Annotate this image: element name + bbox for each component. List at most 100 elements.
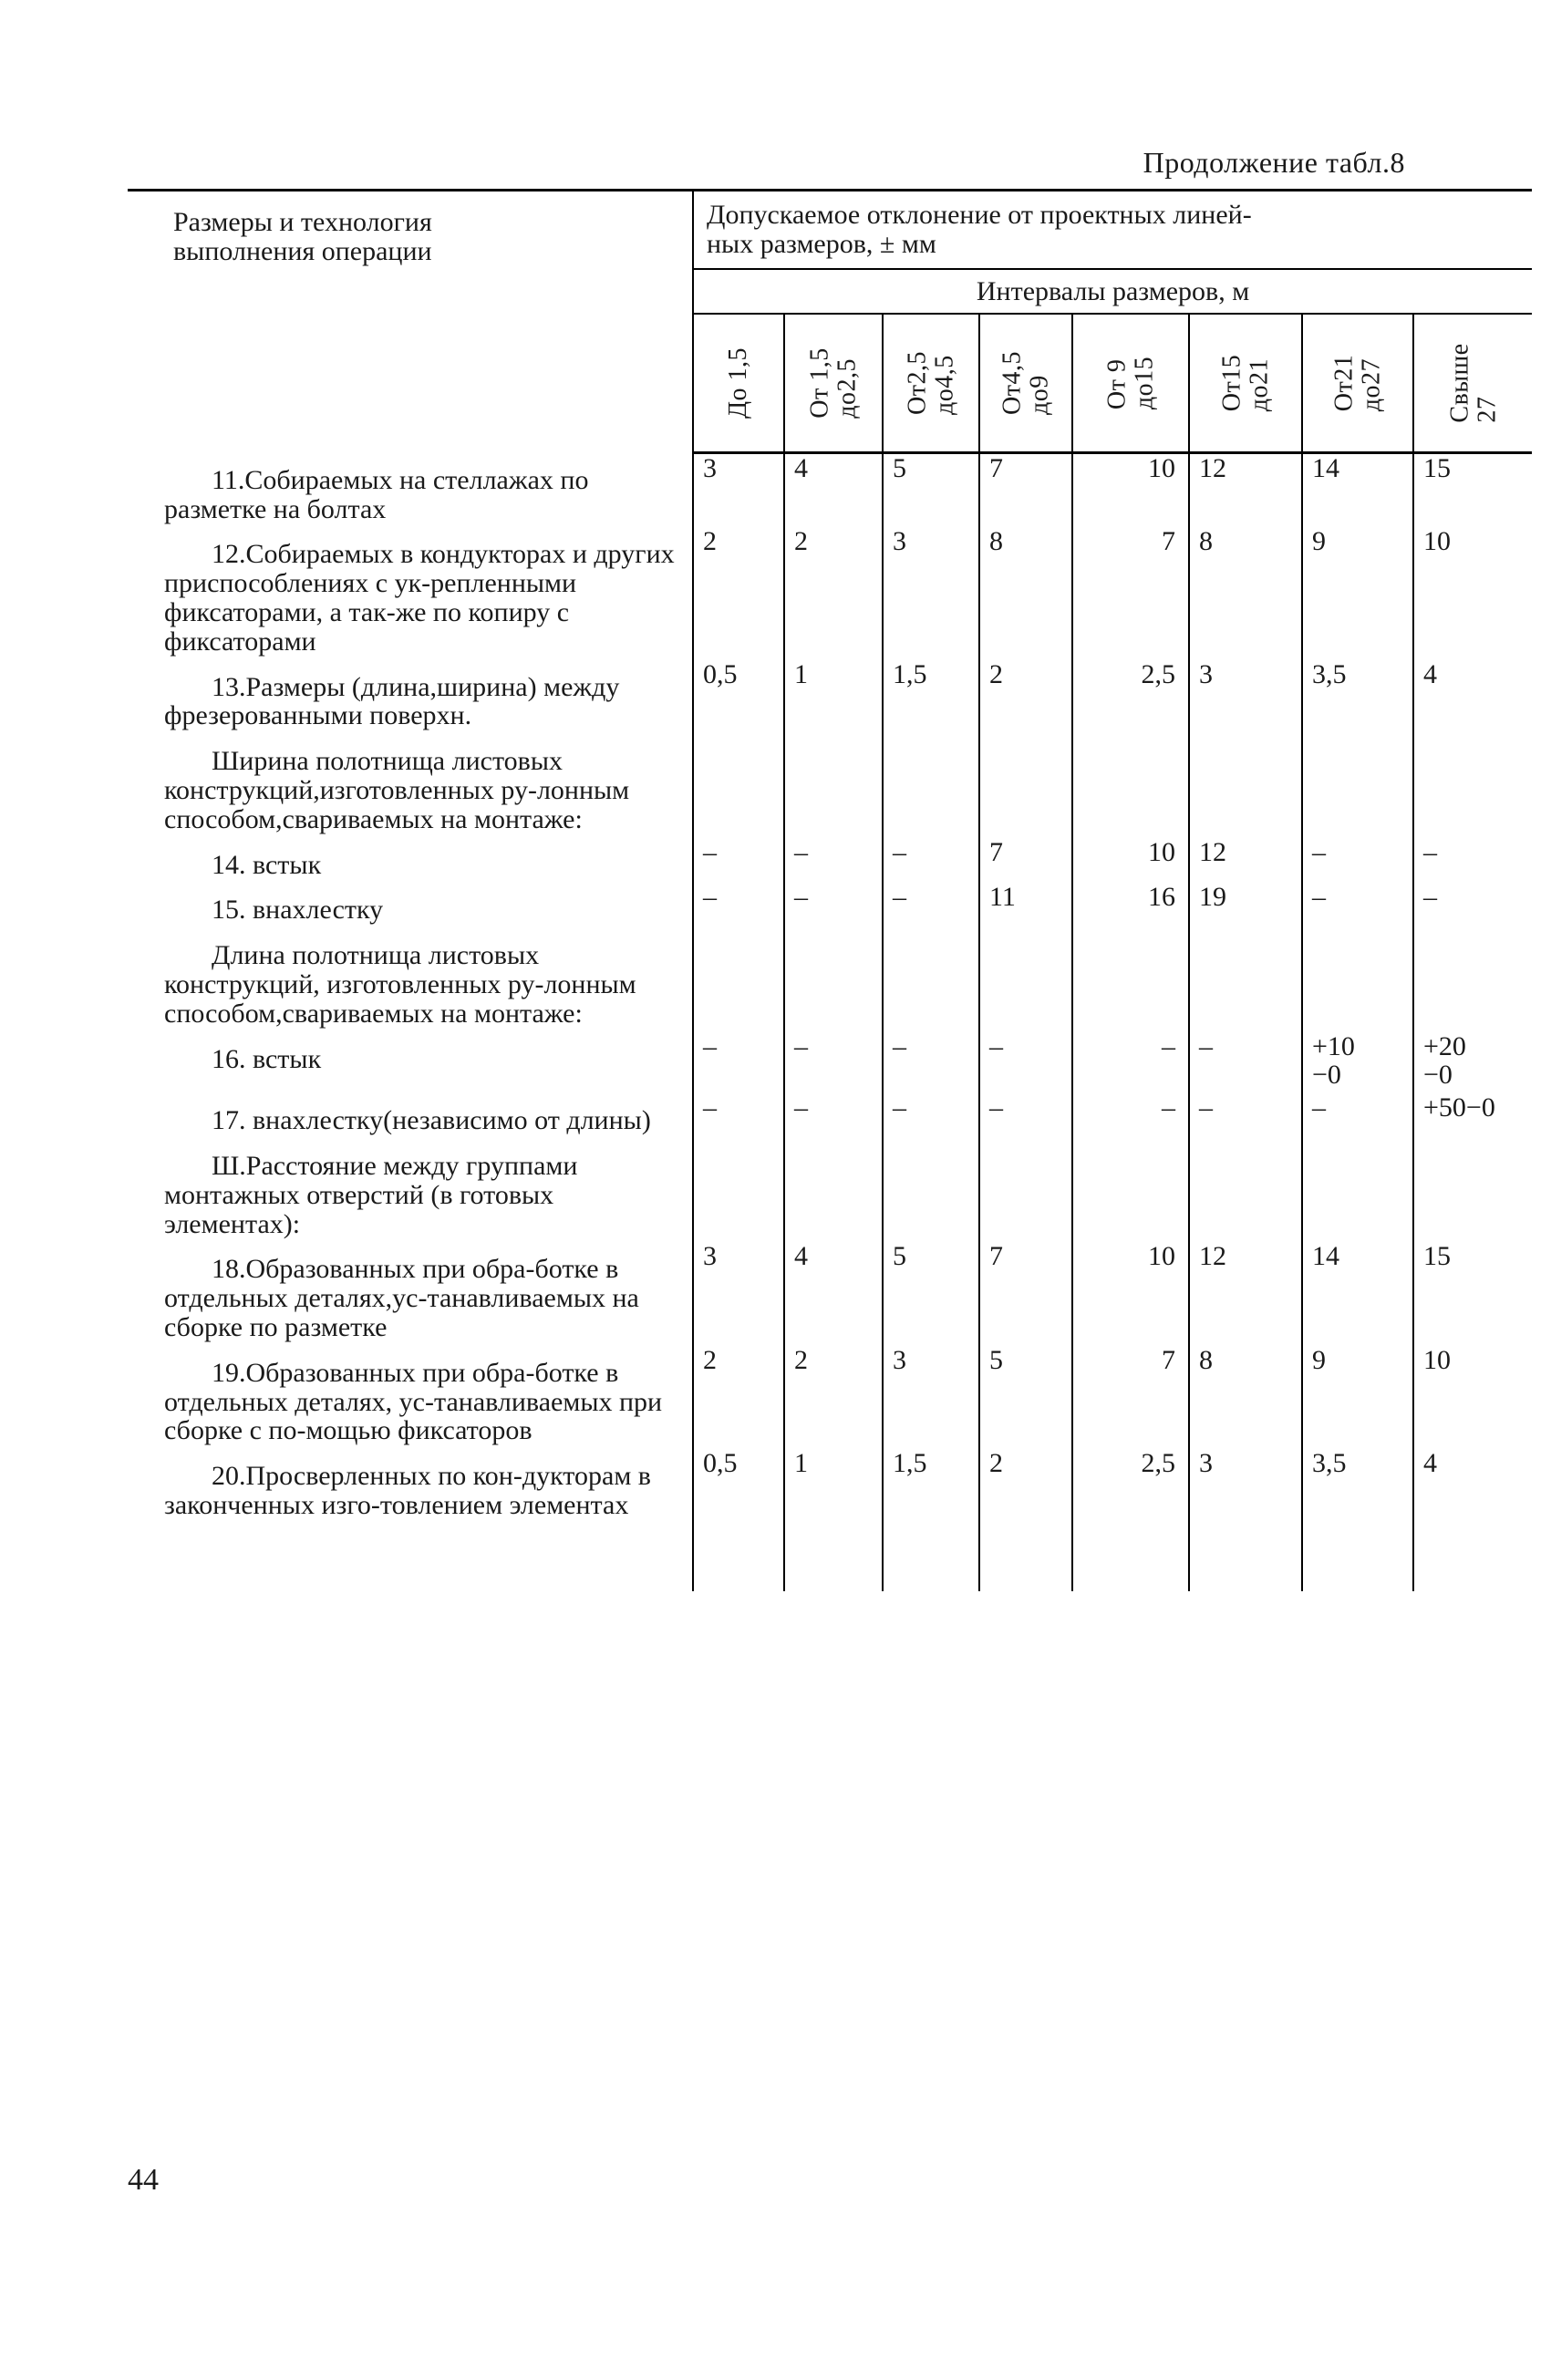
- table-row: 17. внахлестку(независимо от длины)–––––…: [128, 1093, 1532, 1139]
- cell: 2: [693, 1346, 784, 1449]
- col-label: От15 до21: [1218, 355, 1272, 411]
- cell: –: [1302, 838, 1413, 884]
- cell: 19: [1189, 883, 1302, 928]
- col-label: От 1,5 до2,5: [806, 348, 860, 419]
- cell: 10: [1072, 453, 1189, 528]
- cell: +50−0: [1413, 1093, 1532, 1139]
- cell: 5: [883, 1242, 979, 1345]
- cell: 2,5: [1072, 1449, 1189, 1524]
- cell: 7: [979, 838, 1072, 884]
- cell: 8: [1189, 1346, 1302, 1449]
- cell: –: [784, 838, 883, 884]
- cell: –: [693, 1032, 784, 1094]
- cell: –: [883, 838, 979, 884]
- cell: 11: [979, 883, 1072, 928]
- cell: 1: [784, 660, 883, 735]
- cell: 7: [1072, 1346, 1189, 1449]
- cell: 3: [883, 1346, 979, 1449]
- row-desc: 15. внахлестку: [128, 883, 693, 928]
- cell: 7: [979, 1242, 1072, 1345]
- col-head-5: От15 до21: [1189, 314, 1302, 453]
- col-head-3: От4,5 до9: [979, 314, 1072, 453]
- cell: 2,5: [1072, 660, 1189, 735]
- col-label: От2,5 до4,5: [904, 351, 957, 415]
- col-head-2: От2,5 до4,5: [883, 314, 979, 453]
- cell: [1072, 1139, 1189, 1242]
- table-tail: [128, 1524, 1532, 1591]
- cell: 9: [1302, 1346, 1413, 1449]
- cell: 0,5: [693, 660, 784, 735]
- cell: 4: [784, 1242, 883, 1345]
- col-head-4: От 9 до15: [1072, 314, 1189, 453]
- table-row: Ширина полотнища листовых конструкций,из…: [128, 734, 1532, 837]
- cell: 4: [1413, 660, 1532, 735]
- cell: 3: [883, 527, 979, 659]
- col-label: Свыше 27: [1446, 344, 1500, 423]
- cell: [1189, 1139, 1302, 1242]
- cell: [1413, 1139, 1532, 1242]
- cell: 1,5: [883, 1449, 979, 1524]
- cell: [883, 734, 979, 837]
- cell: 14: [1302, 1242, 1413, 1345]
- cell: [693, 734, 784, 837]
- cell: +20 −0: [1413, 1032, 1532, 1094]
- cell: 3,5: [1302, 1449, 1413, 1524]
- cell: 1,5: [883, 660, 979, 735]
- table-row: 19.Образованных при обра-ботке в отдельн…: [128, 1346, 1532, 1449]
- table-body: 11.Собираемых на стеллажах по разметке н…: [128, 453, 1532, 1524]
- cell: –: [693, 1093, 784, 1139]
- cell: –: [1189, 1032, 1302, 1094]
- cell: 2: [784, 1346, 883, 1449]
- cell: [693, 928, 784, 1031]
- cell: 12: [1189, 838, 1302, 884]
- cell: 10: [1072, 838, 1189, 884]
- cell: [693, 1139, 784, 1242]
- table-row: 11.Собираемых на стеллажах по разметке н…: [128, 453, 1532, 528]
- col-label: От 9 до15: [1103, 357, 1157, 409]
- col-head-7: Свыше 27: [1413, 314, 1532, 453]
- cell: 3,5: [1302, 660, 1413, 735]
- cell: 1: [784, 1449, 883, 1524]
- cell: 2: [979, 1449, 1072, 1524]
- cell: –: [883, 1093, 979, 1139]
- col-head-1: От 1,5 до2,5: [784, 314, 883, 453]
- cell: –: [693, 883, 784, 928]
- cell: 9: [1302, 527, 1413, 659]
- cell: –: [1302, 883, 1413, 928]
- col-label: От4,5 до9: [998, 351, 1052, 415]
- page-number: 44: [128, 2163, 159, 2198]
- cell: 2: [693, 527, 784, 659]
- document-page: Продолжение табл.8 Размеры и технология …: [0, 0, 1551, 2380]
- col-head-0: До 1,5: [693, 314, 784, 453]
- col-label: От21 до27: [1330, 355, 1384, 411]
- cell: [883, 928, 979, 1031]
- cell: –: [1072, 1093, 1189, 1139]
- header-desc: Размеры и технология выполнения операции: [128, 191, 693, 453]
- cell: –: [784, 1032, 883, 1094]
- cell: [1072, 928, 1189, 1031]
- cell: [784, 1139, 883, 1242]
- table-row: 12.Собираемых в кондукторах и других при…: [128, 527, 1532, 659]
- row-desc: 11.Собираемых на стеллажах по разметке н…: [128, 453, 693, 528]
- cell: +10 −0: [1302, 1032, 1413, 1094]
- cell: 5: [979, 1346, 1072, 1449]
- cell: –: [1072, 1032, 1189, 1094]
- header-desc-l2: выполнения операции: [173, 236, 432, 266]
- cell: –: [883, 883, 979, 928]
- cell: 3: [1189, 1449, 1302, 1524]
- cell: 7: [979, 453, 1072, 528]
- table-row: 15. внахлестку–––111619––: [128, 883, 1532, 928]
- cell: [1302, 1139, 1413, 1242]
- cell: 5: [883, 453, 979, 528]
- cell: –: [1413, 883, 1532, 928]
- table-caption: Продолжение табл.8: [128, 146, 1405, 180]
- cell: 12: [1189, 453, 1302, 528]
- cell: –: [784, 883, 883, 928]
- header-top: Допускаемое отклонение от проектных лине…: [693, 191, 1532, 269]
- cell: 3: [1189, 660, 1302, 735]
- cell: –: [979, 1032, 1072, 1094]
- cell: [784, 928, 883, 1031]
- row-desc: Ш.Расстояние между группами монтажных от…: [128, 1139, 693, 1242]
- row-desc: 20.Просверленных по кон-дукторам в закон…: [128, 1449, 693, 1524]
- cell: [1302, 928, 1413, 1031]
